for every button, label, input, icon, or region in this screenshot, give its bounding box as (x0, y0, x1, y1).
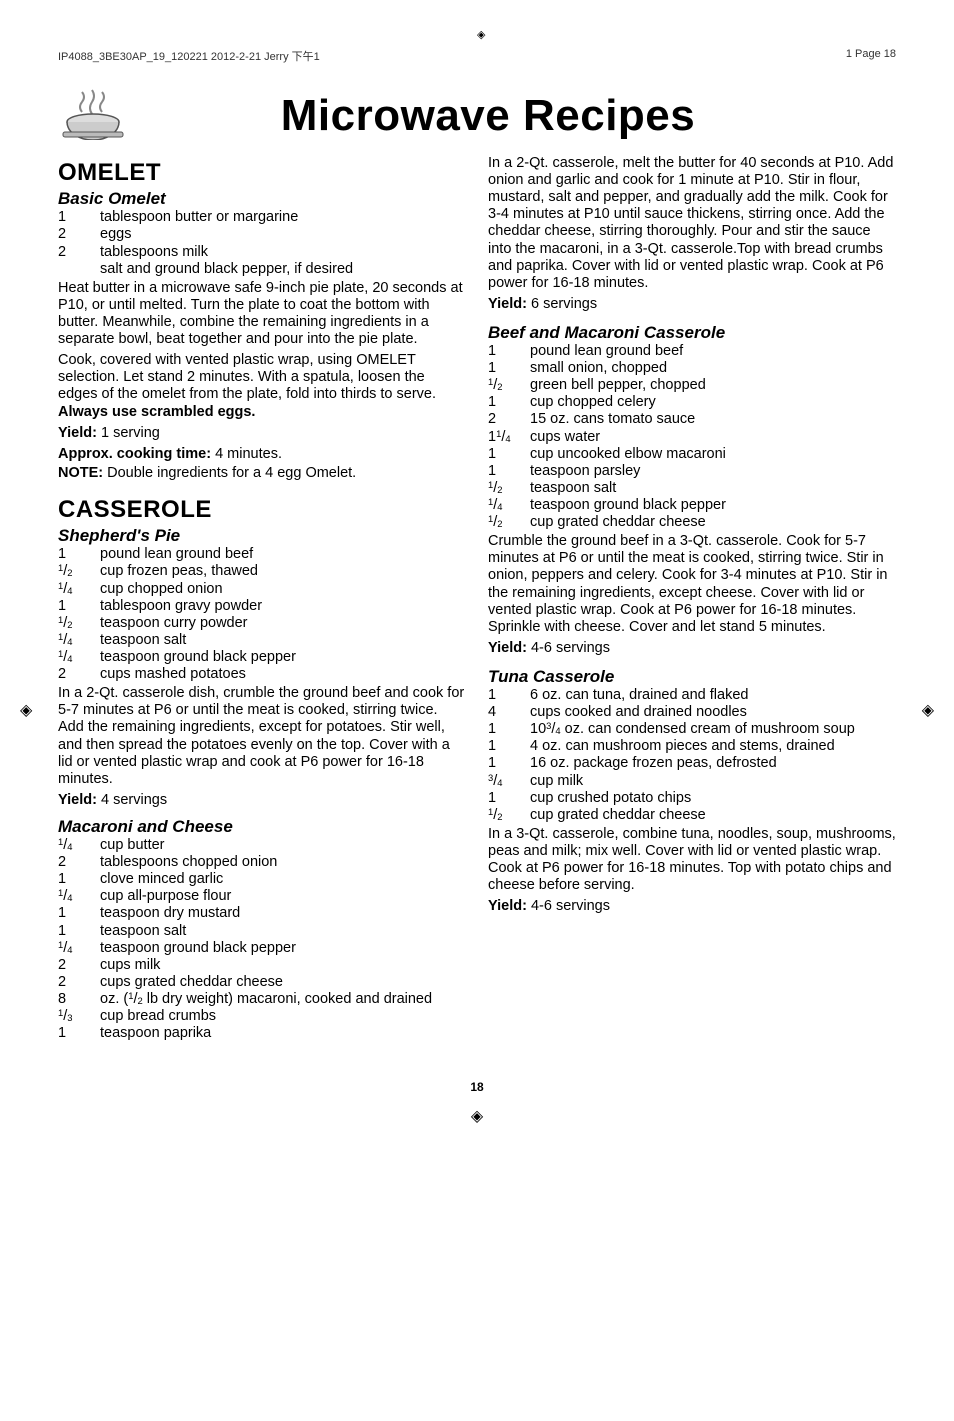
approx-line: Approx. cooking time: 4 minutes. (58, 446, 466, 463)
page-number: 18 (58, 1080, 896, 1094)
recipe-heading-beef: Beef and Macaroni Casserole (488, 323, 896, 343)
ingredients-mac: 1/4cup butter 2tablespoons chopped onion… (58, 837, 432, 1042)
ingredient-row: 116 oz. package frozen peas, defrosted (488, 755, 855, 772)
recipe-heading-mac: Macaroni and Cheese (58, 817, 466, 837)
registration-mark-icon: ◈ (471, 1106, 483, 1126)
yield-line: Yield: 4 servings (58, 792, 466, 809)
ingredient-row: 1tablespoon gravy powder (58, 598, 296, 615)
ingredient-row: 215 oz. cans tomato sauce (488, 411, 726, 428)
ingredient-row: 1teaspoon salt (58, 923, 432, 940)
ingredient-row: 1teaspoon paprika (58, 1025, 432, 1042)
body-text: Cook, covered with vented plastic wrap, … (58, 352, 466, 420)
ingredient-row: 1cup crushed potato chips (488, 790, 855, 807)
registration-mark-icon: ◈ (20, 700, 32, 720)
ingredient-row: 1103/4 oz. can condensed cream of mushro… (488, 721, 855, 738)
body-text: Crumble the ground beef in a 3-Qt. casse… (488, 533, 896, 636)
ingredient-row: 16 oz. can tuna, drained and flaked (488, 687, 855, 704)
section-heading-casserole: CASSEROLE (58, 496, 466, 524)
ingredients-shepherd: 1pound lean ground beef 1/2cup frozen pe… (58, 546, 296, 683)
page-title: Microwave Recipes (140, 91, 836, 141)
ingredient-row: 2eggs (58, 226, 353, 243)
right-column: In a 2-Qt. casserole, melt the butter fo… (488, 149, 896, 1044)
ingredient-row: 1/2cup grated cheddar cheese (488, 514, 726, 531)
ingredient-row: 2cups milk (58, 957, 432, 974)
yield-line: Yield: 4-6 servings (488, 640, 896, 657)
ingredient-row: 14 oz. can mushroom pieces and stems, dr… (488, 738, 855, 755)
yield-line: Yield: 6 servings (488, 296, 896, 313)
ingredient-row: 1tablespoon butter or margarine (58, 209, 353, 226)
ingredients-tuna: 16 oz. can tuna, drained and flaked 4cup… (488, 687, 855, 824)
section-heading-omelet: OMELET (58, 159, 466, 187)
ingredient-row: 1/4teaspoon ground black pepper (58, 940, 432, 957)
ingredient-row: 2cups grated cheddar cheese (58, 974, 432, 991)
ingredient-row: 2cups mashed potatoes (58, 666, 296, 683)
recipe-heading-basic-omelet: Basic Omelet (58, 189, 466, 209)
note-line: NOTE: Double ingredients for a 4 egg Ome… (58, 465, 466, 482)
ingredient-row: 1/2cup grated cheddar cheese (488, 807, 855, 824)
ingredient-row: 1small onion, chopped (488, 360, 726, 377)
ingredient-row: 1pound lean ground beef (488, 343, 726, 360)
body-text: In a 2-Qt. casserole dish, crumble the g… (58, 685, 466, 788)
ingredient-row: 1/4cup chopped onion (58, 581, 296, 598)
ingredient-row: 8oz. (1/2 lb dry weight) macaroni, cooke… (58, 991, 432, 1008)
left-column: OMELET Basic Omelet 1tablespoon butter o… (58, 149, 466, 1044)
yield-line: Yield: 1 serving (58, 425, 466, 442)
ingredient-row: 4cups cooked and drained noodles (488, 704, 855, 721)
ingredients-basic-omelet: 1tablespoon butter or margarine 2eggs 2t… (58, 209, 353, 277)
ingredient-row: 2tablespoons chopped onion (58, 854, 432, 871)
ingredient-row: 1teaspoon dry mustard (58, 905, 432, 922)
ingredient-row: 1/2teaspoon salt (488, 480, 726, 497)
ingredient-row: 11/4cups water (488, 429, 726, 446)
ingredient-row: 1/2cup frozen peas, thawed (58, 563, 296, 580)
header-right: 1 Page 18 (846, 48, 896, 64)
ingredients-beef: 1pound lean ground beef 1small onion, ch… (488, 343, 726, 531)
ingredient-row: 1/4cup butter (58, 837, 432, 854)
ingredient-row: 1/2green bell pepper, chopped (488, 377, 726, 394)
ingredient-row: 1/4teaspoon ground black pepper (58, 649, 296, 666)
ingredient-row: 1/4cup all-purpose flour (58, 888, 432, 905)
body-text: Heat butter in a microwave safe 9-inch p… (58, 280, 466, 348)
bowl-icon (58, 88, 128, 145)
ingredient-row: 1cup uncooked elbow macaroni (488, 446, 726, 463)
ingredient-row: 1/2teaspoon curry powder (58, 615, 296, 632)
ingredient-row: 1pound lean ground beef (58, 546, 296, 563)
ingredient-row: 1/3cup bread crumbs (58, 1008, 432, 1025)
body-text: In a 2-Qt. casserole, melt the butter fo… (488, 155, 896, 292)
registration-mark-icon: ◈ (477, 28, 485, 41)
body-text: In a 3-Qt. casserole, combine tuna, nood… (488, 826, 896, 894)
yield-line: Yield: 4-6 servings (488, 898, 896, 915)
ingredient-row: 3/4cup milk (488, 773, 855, 790)
ingredient-row: salt and ground black pepper, if desired (58, 261, 353, 278)
title-bar: Microwave Recipes (58, 88, 896, 141)
ingredient-row: 1/4teaspoon ground black pepper (488, 497, 726, 514)
recipe-heading-shepherd: Shepherd's Pie (58, 526, 466, 546)
ingredient-row: 1cup chopped celery (488, 394, 726, 411)
header-left: IP4088_3BE30AP_19_120221 2012-2-21 Jerry… (58, 48, 320, 64)
ingredient-row: 1/4teaspoon salt (58, 632, 296, 649)
print-header: IP4088_3BE30AP_19_120221 2012-2-21 Jerry… (58, 48, 896, 64)
ingredient-row: 2tablespoons milk (58, 244, 353, 261)
ingredient-row: 1clove minced garlic (58, 871, 432, 888)
ingredient-row: 1teaspoon parsley (488, 463, 726, 480)
recipe-heading-tuna: Tuna Casserole (488, 667, 896, 687)
registration-mark-icon: ◈ (922, 700, 934, 720)
